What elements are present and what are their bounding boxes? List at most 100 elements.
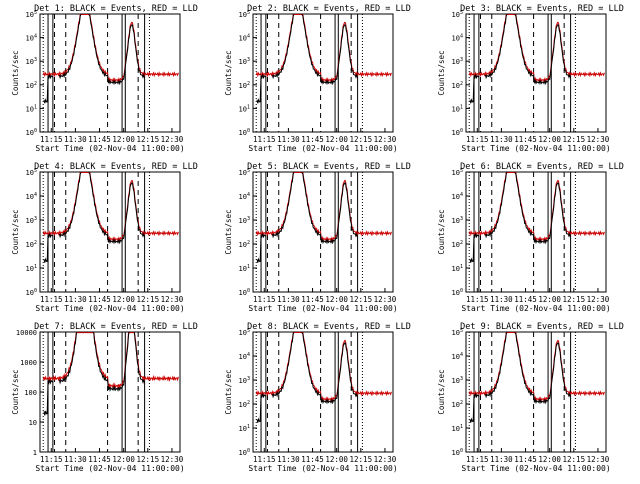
x-tick-label: 11:45 — [301, 295, 324, 304]
y-tick-label: 100 — [24, 389, 37, 397]
y-tick-label: 102 — [239, 400, 250, 409]
y-tick-label: 102 — [26, 240, 37, 249]
y-tick-label: 103 — [239, 57, 250, 66]
y-tick-label: 105 — [239, 328, 250, 337]
panel-title: Det 6: BLACK = Events, RED = LLD — [460, 162, 624, 172]
x-tick-label: 12:30 — [587, 295, 610, 304]
y-tick-label: 102 — [452, 81, 463, 90]
y-tick-label: 103 — [239, 216, 250, 225]
y-tick-label: 103 — [239, 376, 250, 385]
x-tick-label: 11:15 — [253, 295, 276, 304]
x-tick-label: 12:30 — [161, 455, 184, 464]
panel-frame — [252, 13, 394, 133]
x-tick-label: 12:30 — [161, 295, 184, 304]
y-tick-label: 100 — [452, 288, 463, 297]
series-events-line — [469, 172, 572, 263]
y-tick-label: 100 — [239, 288, 250, 297]
y-tick-label: 104 — [26, 34, 37, 43]
y-tick-label: 103 — [452, 216, 463, 225]
y-tick-label: 104 — [452, 34, 463, 43]
y-tick-label: 1 — [33, 449, 37, 457]
x-tick-label: 12:00 — [325, 135, 348, 144]
x-tick-label: 12:15 — [137, 455, 160, 464]
x-tick-label: 12:00 — [538, 295, 561, 304]
y-tick-label: 104 — [239, 352, 250, 361]
x-tick-label: 12:30 — [374, 135, 397, 144]
x-tick-label: 11:15 — [40, 455, 63, 464]
panel-frame — [465, 171, 607, 293]
x-tick-label: 11:45 — [301, 135, 324, 144]
y-tick-label: 100 — [239, 128, 250, 137]
y-tick-label: 103 — [26, 216, 37, 225]
x-tick-label: 11:15 — [466, 455, 489, 464]
series-lld-line — [255, 332, 392, 403]
x-tick-label: 11:45 — [301, 455, 324, 464]
y-tick-label: 104 — [239, 34, 250, 43]
x-tick-label: 12:00 — [325, 295, 348, 304]
y-tick-label: 105 — [452, 328, 463, 337]
y-tick-label: 102 — [239, 81, 250, 90]
panel-det-8: Det 8: BLACK = Events, RED = LLD 100 101 10… — [224, 322, 411, 473]
panel-frame — [252, 331, 394, 453]
y-tick-label: 104 — [26, 192, 37, 201]
y-axis-title: Counts/sec — [224, 50, 233, 95]
x-tick-label: 12:30 — [587, 455, 610, 464]
series-events-line — [43, 172, 146, 263]
panel-frame — [39, 331, 181, 453]
y-tick-label: 105 — [239, 168, 250, 177]
series-lld-line — [42, 332, 179, 390]
x-axis-title: Start Time (02-Nov-04 11:00:00) — [35, 464, 184, 473]
x-tick-label: 12:00 — [325, 455, 348, 464]
x-tick-label: 12:00 — [112, 135, 135, 144]
series-lld-line — [255, 172, 392, 243]
y-axis-title: Counts/sec — [224, 209, 233, 254]
panel-title: Det 5: BLACK = Events, RED = LLD — [247, 162, 411, 172]
x-tick-label: 12:30 — [161, 135, 184, 144]
y-tick-label: 101 — [239, 424, 250, 433]
y-tick-label: 100 — [452, 128, 463, 137]
panel-det-9: Det 9: BLACK = Events, RED = LLD 100 101 10… — [437, 322, 624, 473]
y-axis-title: Counts/sec — [437, 369, 446, 414]
x-tick-label: 11:15 — [466, 135, 489, 144]
x-tick-label: 11:30 — [490, 455, 513, 464]
x-tick-label: 12:30 — [587, 135, 610, 144]
panel-frame — [465, 13, 607, 133]
x-tick-label: 12:15 — [563, 455, 586, 464]
y-tick-label: 100 — [26, 288, 37, 297]
panel-frame — [465, 331, 607, 453]
x-tick-label: 11:45 — [88, 295, 111, 304]
series-lld-line — [468, 14, 605, 84]
x-tick-label: 11:15 — [466, 295, 489, 304]
panel-frame — [39, 13, 181, 133]
x-tick-label: 11:15 — [40, 135, 63, 144]
x-tick-label: 12:00 — [538, 455, 561, 464]
panel-frame — [252, 171, 394, 293]
y-tick-label: 105 — [239, 10, 250, 19]
panel-title: Det 4: BLACK = Events, RED = LLD — [34, 162, 198, 172]
series-events-line — [256, 172, 359, 263]
y-tick-label: 100 — [26, 128, 37, 137]
y-tick-label: 100 — [239, 448, 250, 457]
panel-title: Det 1: BLACK = Events, RED = LLD — [34, 4, 198, 14]
x-tick-label: 11:30 — [277, 455, 300, 464]
y-axis-title: Counts/sec — [11, 209, 20, 254]
x-tick-label: 11:30 — [490, 295, 513, 304]
x-tick-label: 11:30 — [64, 135, 87, 144]
y-tick-label: 10000 — [16, 329, 37, 337]
x-tick-label: 11:45 — [88, 455, 111, 464]
y-tick-label: 105 — [452, 168, 463, 177]
y-tick-label: 102 — [239, 240, 250, 249]
y-axis-title: Counts/sec — [11, 50, 20, 95]
series-events-line — [469, 14, 572, 104]
series-events-line — [256, 14, 359, 104]
x-tick-label: 11:15 — [40, 295, 63, 304]
y-tick-label: 101 — [26, 264, 37, 273]
x-tick-label: 12:00 — [538, 135, 561, 144]
y-tick-label: 10 — [29, 419, 37, 427]
panel-title: Det 9: BLACK = Events, RED = LLD — [460, 322, 624, 332]
panel-title: Det 8: BLACK = Events, RED = LLD — [247, 322, 411, 332]
y-tick-label: 101 — [26, 104, 37, 113]
y-tick-label: 103 — [452, 376, 463, 385]
